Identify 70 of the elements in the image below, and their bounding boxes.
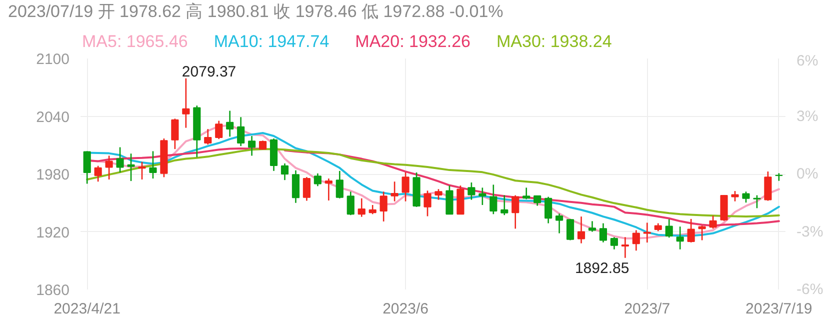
annotation: 1892.85 xyxy=(574,260,630,277)
candlestick xyxy=(83,150,91,184)
candlestick xyxy=(742,190,750,204)
candlestick xyxy=(358,198,366,218)
y-tick-label: 1920 xyxy=(36,224,70,242)
x-tick-label: 2023/7 xyxy=(624,300,670,318)
y-tick-label: 2040 xyxy=(36,108,70,126)
candlestick xyxy=(138,161,146,180)
candlestick xyxy=(534,194,542,206)
candlestick xyxy=(368,204,376,215)
candlestick xyxy=(336,170,344,199)
candlestick xyxy=(171,118,179,150)
candlestick xyxy=(588,220,596,232)
candlestick xyxy=(248,135,256,156)
candlestick xyxy=(127,152,135,182)
candlestick xyxy=(599,222,608,243)
candlestick xyxy=(468,182,476,200)
y-tick-label: 1860 xyxy=(36,282,70,299)
x-tick-label: 2023/4/21 xyxy=(54,300,120,318)
candlestick xyxy=(226,110,234,138)
text: MA30: 1938.24 xyxy=(496,32,612,52)
text: MA5: 1965.46 xyxy=(82,32,188,52)
candlestick xyxy=(94,165,102,182)
candlestick xyxy=(446,184,454,215)
candlestick xyxy=(237,116,245,147)
candlestick xyxy=(764,170,772,202)
candlestick xyxy=(698,224,706,241)
candlestick xyxy=(577,216,586,244)
candlestick xyxy=(478,187,486,206)
candlestick xyxy=(621,236,629,259)
candlestick xyxy=(346,190,354,216)
x-tick-label: 2023/6 xyxy=(382,300,428,318)
text: MA10: 1947.74 xyxy=(214,32,330,52)
x-tick-label: 2023/7/19 xyxy=(746,300,812,318)
candlestick xyxy=(390,180,398,202)
y-tick-label: 2100 xyxy=(36,51,70,68)
candlestick xyxy=(292,170,300,204)
candlestick xyxy=(687,218,695,244)
candlestick xyxy=(105,155,113,180)
candlestick xyxy=(280,162,289,181)
candlestick xyxy=(610,236,618,250)
candlestick xyxy=(434,188,442,200)
candlestick xyxy=(753,194,761,209)
candlestick xyxy=(490,184,498,215)
candlestick xyxy=(512,194,520,230)
candlestick xyxy=(643,222,651,244)
candlestick xyxy=(215,120,223,140)
candlestick xyxy=(182,78,190,128)
text: MA20: 1932.26 xyxy=(355,32,470,52)
candlestick xyxy=(324,178,332,202)
y-tick-label: 1980 xyxy=(36,166,70,184)
candlestick xyxy=(676,226,684,250)
chart-title: 2023/07/19 开 1978.62 高 1980.81 收 1978.46 低 1972.88 -0.01% xyxy=(8,1,504,23)
candlestick xyxy=(665,218,673,238)
candlestick xyxy=(116,146,124,174)
candlestick xyxy=(522,187,530,200)
annotation: 2079.37 xyxy=(182,63,236,80)
candlestick xyxy=(555,212,564,234)
candlestick xyxy=(204,128,212,146)
candlestick xyxy=(380,190,388,222)
candlestick xyxy=(302,176,311,202)
candlestick xyxy=(402,172,410,202)
candlestick xyxy=(632,230,640,252)
candlestick xyxy=(424,190,432,217)
candlestick xyxy=(314,172,322,187)
candlestick xyxy=(731,190,739,202)
candlestick xyxy=(544,196,552,224)
candlestick xyxy=(709,215,717,230)
candlestick xyxy=(149,150,157,180)
candlestick xyxy=(500,194,508,216)
